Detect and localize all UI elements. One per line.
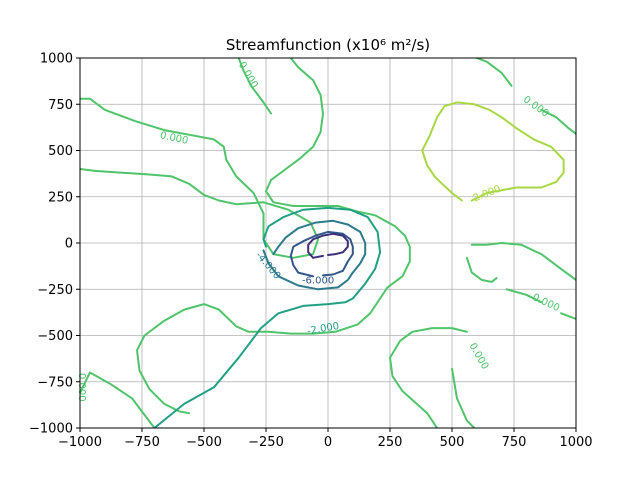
contour-line-level-0 <box>560 312 576 320</box>
x-tick-label: −1000 <box>58 435 102 450</box>
contour-line-level-2 <box>421 101 565 202</box>
contour-line-level-0 <box>470 242 576 281</box>
x-tick-label: 1000 <box>559 435 592 450</box>
x-tick-label: −500 <box>186 435 222 450</box>
contour-line-level-0 <box>475 58 513 87</box>
contour-label: 0.000 <box>76 373 87 402</box>
y-tick-label: 250 <box>48 190 73 205</box>
y-tick-label: 1000 <box>40 52 73 67</box>
x-tick-label: −250 <box>248 435 284 450</box>
contour-lines <box>80 58 576 428</box>
contour-line-level-0 <box>451 367 476 428</box>
contour-line-level-0 <box>465 256 498 283</box>
x-tick-label: 250 <box>378 435 403 450</box>
y-tick-label: −500 <box>37 329 73 344</box>
contour-line-level-0 <box>80 371 156 428</box>
x-tick-label: 0 <box>324 435 332 450</box>
x-tick-label: 500 <box>440 435 465 450</box>
contour-line-level-neg4 <box>262 219 367 291</box>
y-tick-label: −250 <box>37 283 73 298</box>
y-tick-label: 0 <box>65 237 73 252</box>
y-tick-label: 750 <box>48 98 73 113</box>
contour-label: -2.000 <box>306 321 340 337</box>
y-axis: −1000 −750 −500 −250 0 250 500 750 1000 <box>29 52 80 437</box>
contour-line-level-0 <box>505 288 543 304</box>
contour-line-level-neg8 <box>307 232 349 259</box>
y-tick-label: −1000 <box>29 422 73 437</box>
contour-line-level-neg2 <box>153 206 382 428</box>
y-tick-label: −750 <box>37 375 73 390</box>
contour-line-level-0 <box>389 327 468 428</box>
contour-line-level-neg6 <box>289 230 354 278</box>
chart-title: Streamfunction (x10⁶ m²/s) <box>226 36 430 54</box>
contour-line-level-0 <box>80 97 320 259</box>
contour-line-level-0 <box>237 58 272 115</box>
contour-line-level-0 <box>136 58 411 415</box>
x-tick-label: 750 <box>502 435 527 450</box>
x-tick-label: −750 <box>124 435 160 450</box>
contour-line-level-0 <box>540 108 576 135</box>
y-tick-label: 500 <box>48 144 73 159</box>
contour-label: -6.000 <box>302 276 334 287</box>
x-axis: −1000 −750 −500 −250 0 250 500 750 1000 <box>58 428 593 450</box>
